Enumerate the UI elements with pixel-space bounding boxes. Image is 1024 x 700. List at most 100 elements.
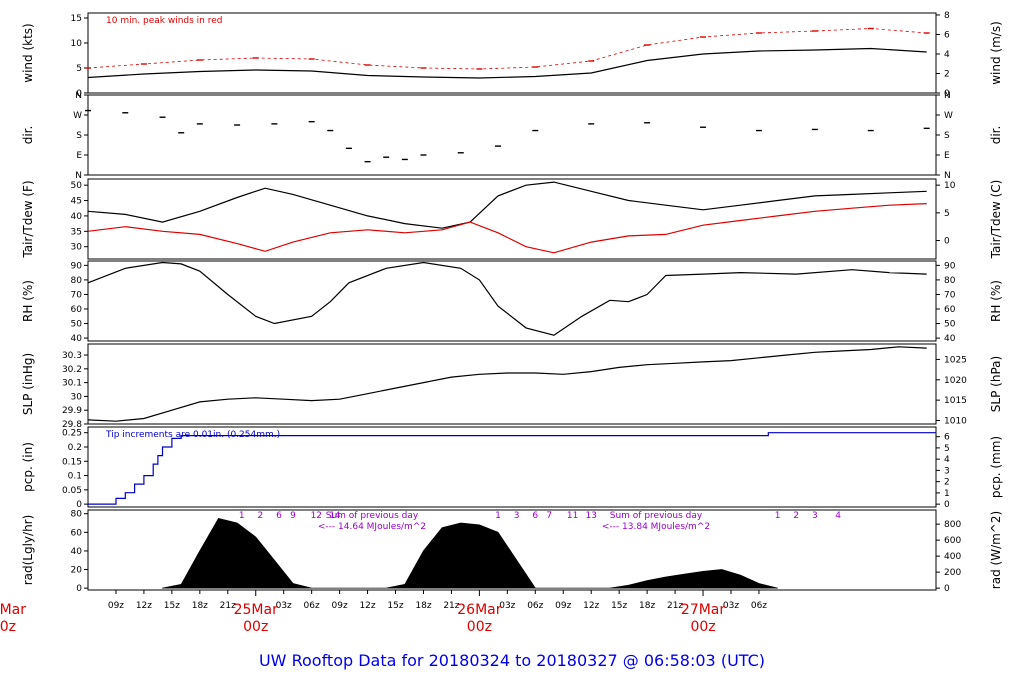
x-day-label: 27Mar [681, 602, 725, 618]
y-tick-label-right: S [944, 131, 950, 141]
y-tick-label: 80 [71, 510, 83, 520]
x-tick-label: 21z [667, 601, 683, 611]
y-tick-label-right: 800 [944, 520, 961, 530]
y-tick-label-right: 1010 [944, 417, 967, 427]
panel-frame [87, 260, 937, 342]
y-tick-label-right: 400 [944, 552, 961, 562]
x-tick-label: 21z [220, 601, 236, 611]
y-tick-label: 29.8 [62, 420, 82, 430]
y-tick-label-right: 6 [944, 30, 950, 40]
y-tick-label-right: 70 [944, 290, 956, 300]
y-tick-label: 5 [76, 64, 82, 74]
x-day-label: 26Mar [457, 602, 501, 618]
y-tick-label-right: E [944, 151, 950, 161]
y-tick-label: 0.1 [68, 472, 82, 482]
y-tick-label: N [75, 91, 82, 101]
y-axis-label-right: rad (W/m^2) [989, 511, 1003, 589]
y-tick-label-right: 0 [944, 584, 950, 594]
y-axis-label-right: pcp. (mm) [989, 436, 1003, 498]
x-day-sublabel: 00z [467, 619, 492, 635]
hour-label: 3 [812, 511, 818, 521]
y-axis-label-right: wind (m/s) [989, 21, 1003, 85]
y-tick-label: 50 [71, 320, 83, 330]
y-tick-label-right: N [944, 91, 951, 101]
panel-frame [87, 509, 937, 591]
x-tick-label: 09z [332, 601, 348, 611]
x-tick-label: 09z [108, 601, 124, 611]
y-tick-label: 40 [71, 212, 83, 222]
y-axis-label-right: Tair/Tdew (C) [989, 180, 1003, 260]
hour-label: 9 [290, 511, 296, 521]
summary-note-line1: Sum of previous day [610, 511, 703, 521]
y-tick-label: 0.2 [68, 443, 82, 453]
panel-frame [87, 343, 937, 425]
y-tick-label-right: 1025 [944, 355, 967, 365]
x-tick-label: 06z [304, 601, 320, 611]
y-tick-label-right: 2 [944, 478, 950, 488]
y-axis-label: RH (%) [21, 280, 35, 322]
series-line-1 [87, 47, 927, 79]
y-tick-label: 0.25 [62, 429, 82, 439]
y-tick-label: 0 [76, 584, 82, 594]
hour-label: 2 [793, 511, 799, 521]
x-tick-label: 18z [192, 601, 208, 611]
x-axis-group: 09z 12z 15z 18z 21z 03z 06z 09z 12z 15z 18z 21z 03z 0… [0, 590, 767, 635]
panel-4: 40 50 60 70 80 90 40 50 60 70 80 90 RH (%) RH (%) [21, 260, 1003, 344]
panel-frame [87, 12, 937, 94]
y-tick-label: W [73, 111, 82, 121]
x-tick-label: 15z [611, 601, 627, 611]
y-tick-label: 50 [71, 181, 83, 191]
series-line-1 [87, 181, 927, 229]
hour-label: 6 [276, 511, 282, 521]
y-tick-label: 35 [71, 227, 82, 237]
y-tick-label: 40 [71, 334, 83, 344]
y-tick-label-right: 2 [944, 69, 950, 79]
y-tick-label-right: 1015 [944, 396, 967, 406]
y-tick-label-right: W [944, 111, 953, 121]
y-tick-label: 0.05 [62, 486, 82, 496]
y-axis-label: dir. [21, 126, 35, 145]
y-axis-label: Tair/Tdew (F) [21, 180, 35, 258]
hour-label: 4 [835, 511, 841, 521]
y-tick-label: 70 [71, 290, 83, 300]
hour-label: 11 [567, 511, 578, 521]
y-tick-label: 40 [71, 547, 83, 557]
y-tick-label: 30.1 [62, 379, 82, 389]
hour-label: 1 [239, 511, 245, 521]
y-axis-label: SLP (inHg) [21, 353, 35, 415]
series-peaks [87, 28, 927, 70]
y-tick-label-right: 0 [944, 500, 950, 510]
x-tick-label: 06z [527, 601, 543, 611]
hour-label: 12 [311, 511, 322, 521]
y-axis-label-right: dir. [989, 126, 1003, 145]
hour-label: 14 [329, 511, 341, 521]
panel-frame [87, 178, 937, 260]
panel-3: 30 35 40 45 50 0 5 10 Tair/Tdew (F) Tair/Tdew (C) [21, 178, 1003, 260]
figure-title: UW Rooftop Data for 20180324 to 20180327… [259, 651, 765, 670]
hour-label: 2 [258, 511, 264, 521]
y-tick-label-right: 90 [944, 261, 956, 271]
y-tick-label: 30 [71, 392, 83, 402]
series-line-2 [87, 203, 927, 254]
series-line-1 [87, 261, 927, 336]
y-tick-label-right: 0 [944, 89, 950, 99]
y-tick-label-right: 4 [944, 455, 950, 465]
x-tick-label: 21z [443, 601, 459, 611]
y-tick-label-right: 5 [944, 209, 950, 219]
y-tick-label: S [76, 131, 82, 141]
panel-frame [87, 426, 937, 508]
hour-label: 13 [585, 511, 596, 521]
summary-note-line1: Sum of previous day [326, 511, 419, 521]
panel-annotation: 10 min. peak winds in red [106, 16, 223, 26]
y-axis-label-right: SLP (hPa) [989, 356, 1003, 412]
x-day-sublabel: 00z [690, 619, 715, 635]
y-tick-label-right: 0 [944, 237, 950, 247]
y-tick-label-right: 40 [944, 334, 956, 344]
hour-label: 1 [775, 511, 781, 521]
x-tick-label: 18z [639, 601, 655, 611]
y-tick-label: E [76, 151, 82, 161]
x-tick-label: 15z [387, 601, 403, 611]
x-tick-label: 12z [359, 601, 375, 611]
